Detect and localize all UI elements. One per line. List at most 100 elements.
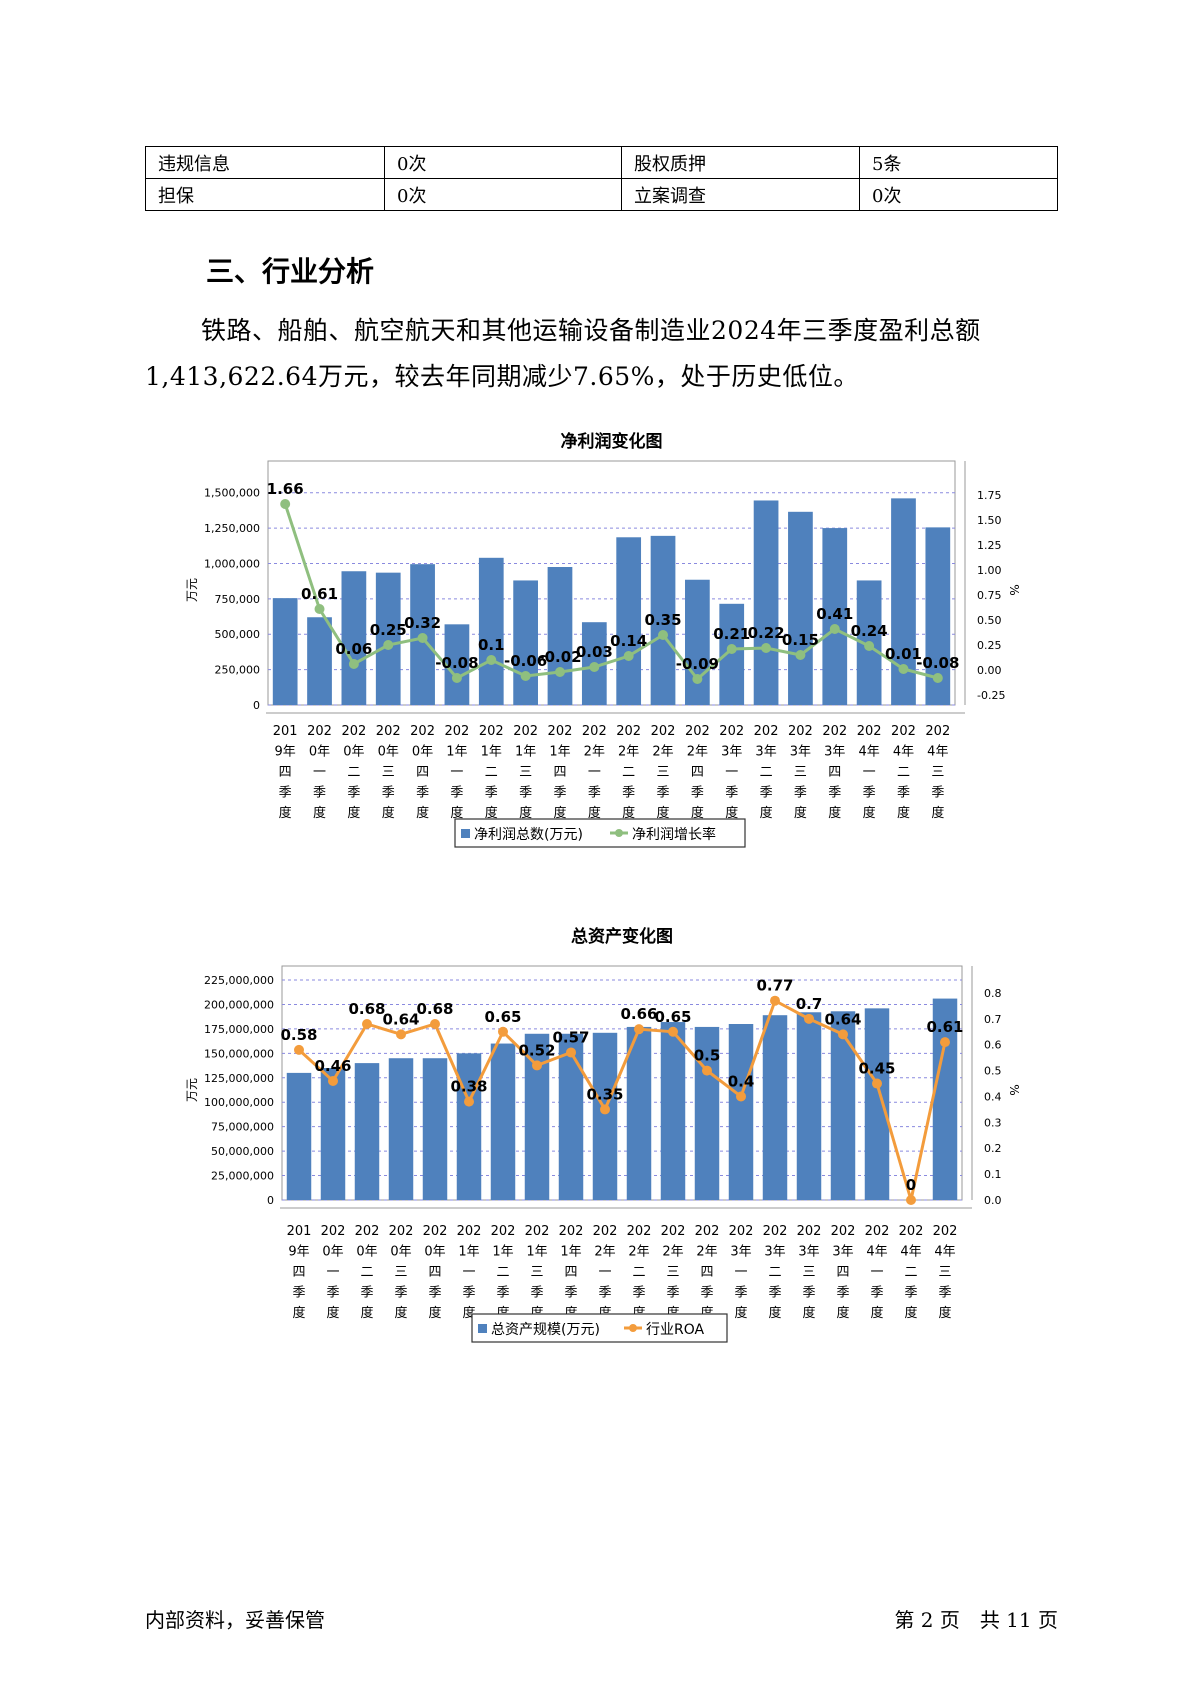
- line-point: [566, 1047, 576, 1058]
- y2-tick-label: 0.0: [984, 1194, 1002, 1207]
- line-point: [804, 1013, 814, 1024]
- bar: [660, 1022, 686, 1200]
- y-tick-label: 150,000,000: [204, 1047, 274, 1060]
- plot-area: [267, 460, 956, 706]
- y2-tick-label: 0.25: [977, 639, 1002, 652]
- bar: [592, 1032, 618, 1200]
- data-label: 0.7: [796, 995, 823, 1013]
- x-tick-label: 202 4年一季度: [865, 1224, 890, 1321]
- bar: [513, 580, 538, 705]
- bar: [375, 572, 401, 705]
- data-label: 0: [906, 1176, 916, 1194]
- y2-tick-label: 0.7: [984, 1013, 1002, 1026]
- y-tick-label: 0: [253, 699, 260, 712]
- bar: [753, 500, 779, 705]
- data-label: 0.24: [851, 622, 888, 640]
- footer-note: 内部资料，妥善保管: [145, 1608, 325, 1632]
- data-label: -0.08: [916, 654, 959, 672]
- y2-axis-label: %: [1007, 584, 1021, 595]
- y2-tick-label: 0.5: [984, 1065, 1002, 1078]
- bar: [272, 598, 298, 705]
- line-point: [623, 651, 634, 661]
- x-tick-label: 202 0年四季度: [423, 1224, 448, 1321]
- line-point: [532, 1060, 542, 1071]
- bar: [286, 1072, 312, 1200]
- y2-tick-label: 0.75: [977, 589, 1002, 602]
- data-label: 0.25: [370, 621, 407, 639]
- table-cell: 0次: [859, 178, 1058, 211]
- legend-swatch-bar: [478, 1324, 487, 1333]
- x-tick-label: 201 9年四季度: [273, 724, 298, 821]
- net-profit-chart: 净利润变化图 0 250,000 500,000 750,000 1,000,000 1,2…: [185, 431, 1021, 848]
- bar: [478, 557, 504, 705]
- data-label: 0.35: [586, 1085, 623, 1103]
- legend-label: 净利润总数(万元): [474, 827, 583, 843]
- data-label: 0.77: [756, 977, 793, 995]
- bar: [864, 1008, 890, 1200]
- line-point: [829, 624, 840, 634]
- line-point: [396, 1029, 406, 1040]
- bar: [830, 1011, 856, 1200]
- x-tick-label: 202 0年一季度: [321, 1224, 346, 1321]
- x-tick-label: 202 3年一季度: [729, 1224, 754, 1321]
- y-axis-label: 万元: [185, 578, 199, 602]
- y-tick-label: 200,000,000: [204, 998, 274, 1011]
- line-point: [692, 674, 703, 684]
- table-cell: 担保: [145, 178, 385, 211]
- bar: [694, 1026, 720, 1200]
- table-cell: 立案调查: [621, 178, 860, 211]
- line-point: [864, 641, 875, 651]
- bar: [796, 1012, 822, 1200]
- x-tick-label: 202 3年三季度: [788, 724, 813, 821]
- x-tick-label: 202 1年一季度: [457, 1224, 482, 1321]
- line-point: [464, 1096, 474, 1107]
- x-tick-label: 202 0年三季度: [389, 1224, 414, 1321]
- x-tick-label: 202 4年三季度: [925, 724, 950, 821]
- bar: [616, 537, 642, 705]
- table-cell: 0次: [384, 178, 622, 211]
- data-label: 0.65: [484, 1008, 521, 1026]
- y2-tick-label: 1.50: [977, 514, 1002, 527]
- bar: [490, 1043, 516, 1200]
- chart-title: 净利润变化图: [561, 431, 663, 452]
- x-tick-label: 202 3年二季度: [763, 1224, 788, 1321]
- line-point: [795, 650, 806, 660]
- data-label: 0.66: [620, 1005, 657, 1023]
- data-label: 0.35: [645, 611, 682, 629]
- line-point: [872, 1078, 882, 1089]
- data-label: -0.08: [435, 654, 478, 672]
- y2-tick-label: 0.4: [984, 1090, 1002, 1103]
- x-tick-label: 201 9年四季度: [287, 1224, 312, 1321]
- x-tick-label: 202 0年一季度: [307, 724, 332, 821]
- data-label: -0.09: [676, 655, 719, 673]
- line-point: [498, 1026, 508, 1037]
- table-row: 违规信息 0次 股权质押 5条: [145, 146, 1058, 179]
- line-point: [383, 640, 394, 650]
- x-tick-label: 202 0年二季度: [355, 1224, 380, 1321]
- x-tick-label: 202 3年四季度: [822, 724, 847, 821]
- chart-title: 总资产变化图: [571, 926, 673, 947]
- info-table: 违规信息 0次 股权质押 5条 担保 0次 立案调查 0次: [145, 146, 1058, 211]
- data-label: 0.4: [728, 1072, 755, 1090]
- bar: [719, 603, 745, 705]
- bar: [822, 528, 848, 705]
- body-paragraph: 铁路、船舶、航空航天和其他运输设备制造业2024年三季度盈利总额1,413,62…: [145, 316, 981, 391]
- table-cell: 5条: [859, 146, 1058, 179]
- y2-tick-label: 0.3: [984, 1116, 1002, 1129]
- bar: [456, 1053, 482, 1200]
- legend-swatch-marker: [615, 829, 623, 837]
- data-label: 0.61: [301, 585, 338, 603]
- line-point: [314, 604, 325, 614]
- bar: [341, 571, 367, 705]
- section-heading: 三、行业分析: [206, 255, 375, 288]
- x-tick-label: 202 3年二季度: [754, 724, 779, 821]
